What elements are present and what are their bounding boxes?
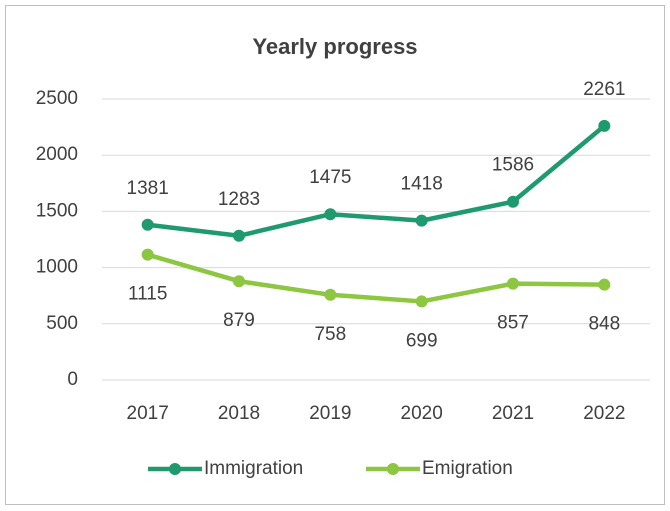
data-label: 1418 xyxy=(401,174,443,195)
data-point xyxy=(415,214,428,227)
legend-label: Immigration xyxy=(204,458,303,479)
legend-marker xyxy=(387,463,399,475)
data-point xyxy=(141,218,154,231)
data-point xyxy=(324,208,337,221)
y-tick-label: 2000 xyxy=(36,144,78,165)
data-point xyxy=(415,295,428,308)
series-line xyxy=(147,124,606,239)
y-tick-label: 0 xyxy=(67,369,78,390)
data-point xyxy=(507,277,519,290)
x-tick-label: 2018 xyxy=(218,403,260,424)
y-tick-label: 1000 xyxy=(36,257,78,278)
data-point xyxy=(233,275,245,288)
x-tick-label: 2021 xyxy=(492,403,534,424)
y-tick-label: 1500 xyxy=(36,200,78,221)
data-label: 879 xyxy=(223,310,255,331)
x-tick-label: 2017 xyxy=(127,403,169,424)
x-tick-label: 2020 xyxy=(401,403,443,424)
legend-label: Emigration xyxy=(422,458,513,479)
series-line xyxy=(147,252,605,304)
data-label: 758 xyxy=(314,324,346,345)
y-tick-label: 2500 xyxy=(36,88,78,109)
data-label: 848 xyxy=(588,314,620,335)
data-label: 699 xyxy=(406,330,438,351)
data-label: 1381 xyxy=(127,178,169,199)
data-point xyxy=(598,119,611,132)
data-point xyxy=(233,229,245,242)
x-tick-label: 2022 xyxy=(583,403,625,424)
chart-title: Yearly progress xyxy=(252,34,417,59)
data-label: 857 xyxy=(497,313,529,334)
data-label: 2261 xyxy=(583,79,625,100)
chart-border xyxy=(5,5,665,505)
data-label: 1475 xyxy=(309,167,351,188)
y-tick-label: 500 xyxy=(46,313,78,334)
x-tick-label: 2019 xyxy=(309,403,351,424)
legend-marker xyxy=(169,463,181,475)
data-label: 1283 xyxy=(218,189,260,210)
data-point xyxy=(141,248,154,261)
data-label: 1586 xyxy=(492,155,534,176)
data-point xyxy=(324,288,337,301)
data-label: 1115 xyxy=(128,284,167,305)
data-point xyxy=(598,278,611,291)
data-point xyxy=(507,195,519,208)
